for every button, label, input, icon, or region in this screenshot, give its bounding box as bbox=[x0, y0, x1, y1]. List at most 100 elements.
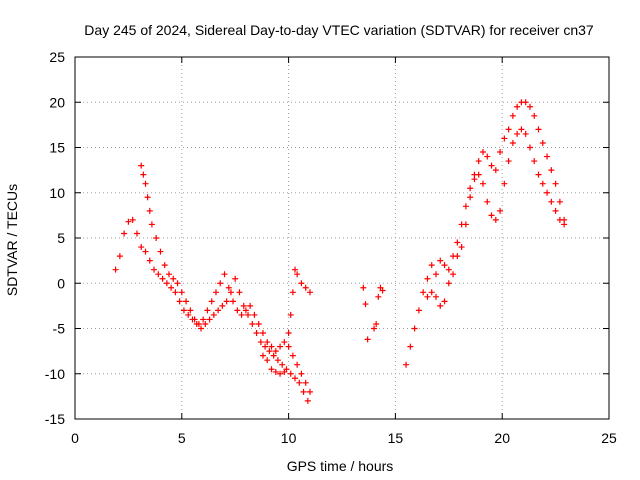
data-point bbox=[454, 253, 461, 260]
data-point bbox=[208, 298, 215, 305]
data-point bbox=[296, 379, 303, 386]
data-point bbox=[146, 257, 153, 264]
data-point bbox=[121, 230, 128, 237]
data-point bbox=[274, 357, 281, 364]
data-point bbox=[125, 218, 132, 225]
data-point bbox=[441, 262, 448, 269]
data-point bbox=[509, 139, 516, 146]
x-tick-label: 25 bbox=[601, 430, 617, 446]
data-point bbox=[285, 343, 292, 350]
data-point bbox=[294, 361, 301, 368]
data-point bbox=[232, 275, 239, 282]
data-point bbox=[403, 361, 410, 368]
data-point bbox=[172, 289, 179, 296]
data-point bbox=[298, 280, 305, 287]
data-point bbox=[526, 103, 533, 110]
axis-ticks bbox=[74, 56, 610, 420]
y-tick-label: 5 bbox=[57, 230, 65, 246]
data-point bbox=[279, 361, 286, 368]
data-point bbox=[200, 316, 207, 323]
data-point bbox=[230, 298, 237, 305]
data-point bbox=[116, 253, 123, 260]
data-point bbox=[217, 280, 224, 287]
data-point bbox=[484, 153, 491, 160]
data-point bbox=[514, 103, 521, 110]
data-point bbox=[253, 330, 260, 337]
x-axis-label: GPS time / hours bbox=[287, 458, 394, 474]
data-point bbox=[272, 348, 279, 355]
data-point bbox=[289, 289, 296, 296]
data-point bbox=[535, 171, 542, 178]
data-point bbox=[198, 325, 205, 332]
data-point bbox=[185, 311, 192, 318]
data-point bbox=[467, 185, 474, 192]
data-point bbox=[526, 144, 533, 151]
data-point bbox=[505, 126, 512, 133]
series-sdtvar-d bbox=[360, 284, 386, 343]
data-point bbox=[144, 194, 151, 201]
data-point bbox=[306, 388, 313, 395]
x-tick-label: 5 bbox=[178, 430, 186, 446]
x-tick-label: 0 bbox=[71, 430, 79, 446]
data-point bbox=[161, 262, 168, 269]
data-point bbox=[259, 352, 266, 359]
data-point bbox=[420, 289, 427, 296]
data-point bbox=[509, 112, 516, 119]
data-point bbox=[441, 298, 448, 305]
data-point bbox=[245, 311, 252, 318]
data-point bbox=[445, 266, 452, 273]
x-tick-label: 10 bbox=[281, 430, 297, 446]
y-axis-label: SDTVAR / TECUs bbox=[4, 184, 20, 296]
y-tick-label: 15 bbox=[49, 140, 65, 156]
data-point bbox=[548, 167, 555, 174]
y-tick-label: 0 bbox=[57, 275, 65, 291]
data-point bbox=[236, 289, 243, 296]
data-point bbox=[268, 366, 275, 373]
data-point bbox=[561, 221, 568, 228]
data-point bbox=[264, 339, 271, 346]
data-point bbox=[187, 307, 194, 314]
data-point bbox=[281, 368, 288, 375]
data-point bbox=[302, 284, 309, 291]
data-point bbox=[497, 149, 504, 156]
data-point bbox=[462, 203, 469, 210]
data-point bbox=[206, 316, 213, 323]
data-point bbox=[304, 397, 311, 404]
data-point bbox=[178, 289, 185, 296]
y-tick-label: 25 bbox=[49, 49, 65, 65]
x-tick-label: 15 bbox=[388, 430, 404, 446]
data-point bbox=[505, 158, 512, 165]
data-point bbox=[138, 244, 145, 251]
data-point bbox=[168, 284, 175, 291]
data-point bbox=[287, 311, 294, 318]
data-point bbox=[479, 149, 486, 156]
data-point bbox=[492, 167, 499, 174]
data-point bbox=[552, 207, 559, 214]
data-point bbox=[219, 302, 226, 309]
data-point bbox=[411, 325, 418, 332]
data-point bbox=[458, 244, 465, 251]
data-point bbox=[522, 130, 529, 137]
series-sdtvar-e bbox=[403, 99, 568, 368]
data-point bbox=[522, 99, 529, 106]
data-point bbox=[285, 330, 292, 337]
data-point bbox=[424, 293, 431, 300]
data-point bbox=[437, 257, 444, 264]
data-point bbox=[407, 343, 414, 350]
data-point bbox=[146, 207, 153, 214]
data-point bbox=[251, 311, 258, 318]
data-point bbox=[488, 212, 495, 219]
data-point bbox=[450, 271, 457, 278]
data-point bbox=[371, 325, 378, 332]
data-point bbox=[287, 370, 294, 377]
data-point bbox=[415, 307, 422, 314]
data-points bbox=[112, 99, 568, 404]
data-point bbox=[227, 289, 234, 296]
data-point bbox=[292, 266, 299, 273]
data-point bbox=[242, 307, 249, 314]
data-point bbox=[501, 180, 508, 187]
data-point bbox=[142, 248, 149, 255]
data-point bbox=[544, 153, 551, 160]
x-tick-label: 20 bbox=[494, 430, 510, 446]
